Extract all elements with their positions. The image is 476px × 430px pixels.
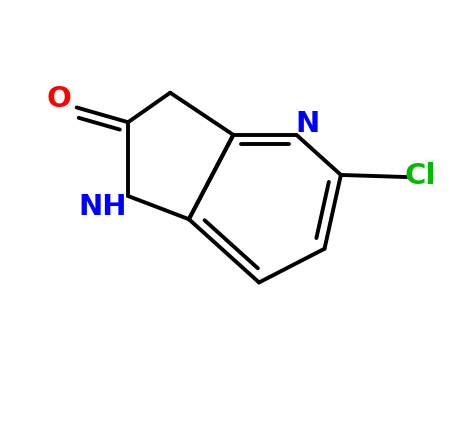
Text: Cl: Cl — [405, 162, 436, 190]
Text: N: N — [295, 111, 319, 138]
Text: NH: NH — [78, 194, 127, 221]
Text: O: O — [47, 85, 72, 113]
